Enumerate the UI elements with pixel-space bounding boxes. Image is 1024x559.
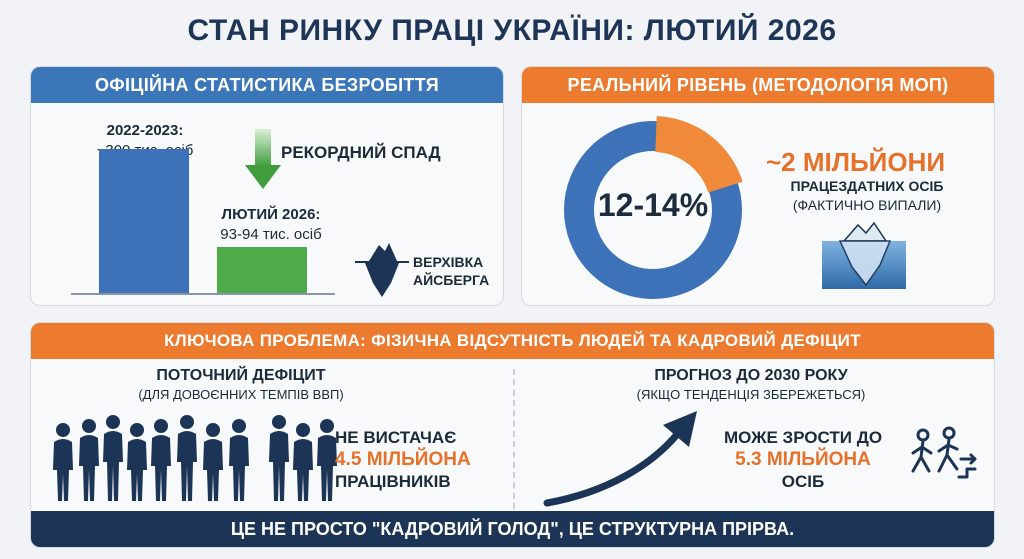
walking-person-icon: [911, 426, 977, 479]
key-problem-header: КЛЮЧОВА ПРОБЛЕМА: ФІЗИЧНА ВІДСУТНІСТЬ ЛЮ…: [31, 323, 994, 359]
person-body: [151, 435, 171, 501]
iceberg-icon: [355, 243, 409, 297]
forecast-sub: (ЯКЩО ТЕНДЕНЦІЯ ЗБЕРЕЖЕТЬСЯ): [636, 387, 866, 402]
person-head: [154, 419, 168, 433]
iceberg-caption: ВЕРХІВКА АЙСБЕРГА: [413, 253, 489, 289]
current-deficit-text: НЕ ВИСТАЧАЄ 4.5 МІЛЬЙОНА ПРАЦІВНИКІВ: [335, 427, 471, 493]
person-head: [106, 415, 120, 429]
highlight-line1: ПРАЦЕЗДАТНИХ ОСІБ: [790, 178, 944, 194]
forecast-line1: МОЖЕ ЗРОСТИ ДО: [723, 428, 883, 447]
iceberg-water-icon: [822, 221, 906, 289]
person-head: [232, 419, 246, 433]
highlight-value: ~2 МІЛЬЙОНИ: [766, 147, 946, 177]
person-head: [320, 419, 334, 433]
page-title: СТАН РИНКУ ПРАЦІ УКРАЇНИ: ЛЮТИЙ 2026: [187, 14, 837, 47]
bar1-period: 2022-2023:: [106, 122, 184, 139]
footer-banner: ЦЕ НЕ ПРОСТО "КАДРОВИЙ ГОЛОД", ЦЕ СТРУКТ…: [31, 511, 994, 547]
people-silhouettes-icon: [53, 415, 337, 501]
current-value: 4.5 МІЛЬЙОНА: [335, 449, 471, 470]
bar2-period: ЛЮТИЙ 2026:: [221, 206, 321, 223]
person-head: [296, 423, 310, 437]
iceberg-line2: АЙСБЕРГА: [413, 272, 490, 288]
person-head: [82, 419, 96, 433]
person-body: [103, 431, 123, 501]
current-deficit-heading: ПОТОЧНИЙ ДЕФІЦИТ (ДЛЯ ДОВОЄННИХ ТЕМПІВ В…: [91, 367, 391, 402]
ilo-panel: РЕАЛЬНИЙ РІВЕНЬ (МЕТОДОЛОГІЯ МОП) 12-14%…: [521, 66, 995, 306]
person-head: [206, 423, 220, 437]
forecast-value: 5.3 МІЛЬЙОНА: [735, 449, 871, 470]
forecast-text: МОЖЕ ЗРОСТИ ДО 5.3 МІЛЬЙОНА ОСІБ: [703, 427, 903, 493]
forecast-line3: ОСІБ: [781, 472, 825, 491]
person-head: [272, 415, 286, 429]
person-head: [56, 423, 70, 437]
official-stats-header: ОФІЦІЙНА СТАТИСТИКА БЕЗРОБІТТЯ: [31, 67, 503, 103]
key-problem-panel: КЛЮЧОВА ПРОБЛЕМА: ФІЗИЧНА ВІДСУТНІСТЬ ЛЮ…: [30, 322, 995, 548]
current-sub: (ДЛЯ ДОВОЄННИХ ТЕМПІВ ВВП): [138, 387, 344, 402]
forecast-heading: ПРОГНОЗ ДО 2030 РОКУ (ЯКЩО ТЕНДЕНЦІЯ ЗБЕ…: [601, 367, 901, 402]
down-arrow-icon: [245, 129, 281, 189]
current-title: ПОТОЧНИЙ ДЕФІЦИТ: [156, 367, 326, 384]
bar-feb-2026: [217, 247, 307, 293]
iceberg-line1: ВЕРХІВКА: [413, 254, 484, 270]
person-body: [177, 431, 197, 501]
ilo-header: РЕАЛЬНИЙ РІВЕНЬ (МЕТОДОЛОГІЯ МОП): [522, 67, 994, 103]
person-body: [53, 439, 73, 501]
bar2-value: 93-94 тис. осіб: [220, 226, 322, 243]
person-head: [130, 423, 144, 437]
person-body: [203, 439, 223, 501]
person-body: [79, 435, 99, 501]
person-body: [229, 435, 249, 501]
bar2-label: ЛЮТИЙ 2026: 93-94 тис. осіб: [201, 205, 341, 245]
person-head: [180, 415, 194, 429]
donut-highlight-segment: [655, 116, 743, 193]
donut-ring: [564, 121, 742, 299]
current-line1: НЕ ВИСТАЧАЄ: [335, 428, 457, 447]
highlight-line2: (ФАКТИЧНО ВИПАЛИ): [792, 197, 942, 213]
person-body: [317, 435, 337, 501]
person-body: [269, 431, 289, 501]
current-line3: ПРАЦІВНИКІВ: [335, 472, 451, 491]
donut-chart: [564, 116, 743, 299]
person-body: [293, 439, 313, 501]
donut-label: 12-14%: [597, 187, 709, 223]
bar-2022-2023: [99, 149, 189, 293]
chart-baseline: [71, 293, 335, 295]
forecast-title: ПРОГНОЗ ДО 2030 РОКУ: [654, 367, 848, 384]
highlight-caption: ПРАЦЕЗДАТНИХ ОСІБ (ФАКТИЧНО ВИПАЛИ): [762, 177, 972, 215]
growth-arrow-icon: [543, 411, 697, 507]
official-stats-panel: ОФІЦІЙНА СТАТИСТИКА БЕЗРОБІТТЯ 2022-2023…: [30, 66, 504, 306]
section-divider: [513, 369, 515, 509]
person-body: [127, 439, 147, 501]
drop-label: РЕКОРДНИЙ СПАД: [281, 143, 441, 162]
